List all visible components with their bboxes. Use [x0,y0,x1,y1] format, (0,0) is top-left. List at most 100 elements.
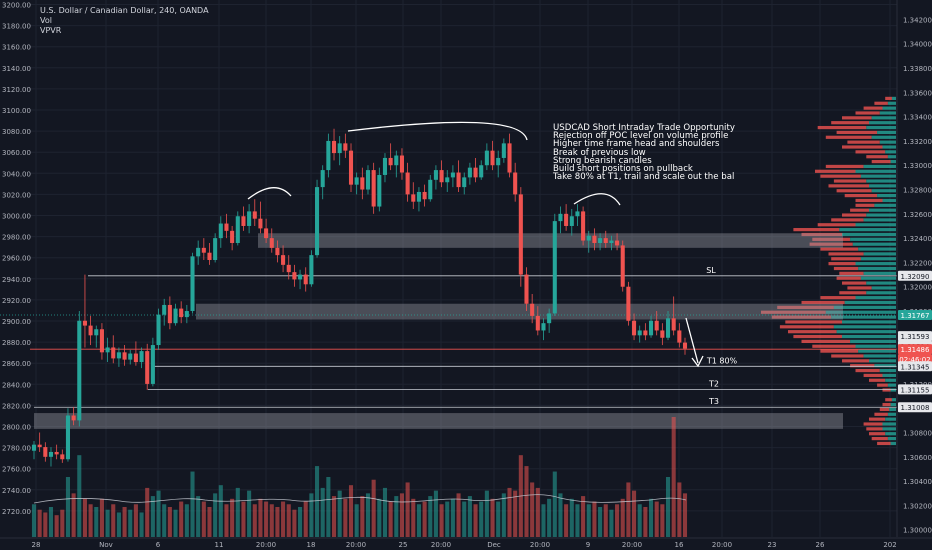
vpvr-buy-bar [831,315,896,319]
vpvr-sell-bar [855,150,886,154]
vpvr-sell-bar [828,262,856,266]
note-line: Higher time frame head and shoulders [553,139,720,150]
level-label: T1 80% [706,356,738,365]
left-shoulder-arc [247,187,292,200]
right-axis-tick-label: 1.34000 [903,41,932,49]
chart-legend: U.S. Dollar / Canadian Dollar, 240, OAND… [40,6,209,36]
volume-bar [416,504,421,537]
vpvr-buy-bar [866,125,896,130]
volume-bar [665,477,671,537]
vpvr-sell-bar [863,106,883,110]
volume-bar [71,493,76,537]
vpvr-sell-bar [825,135,872,139]
candle-body [558,213,563,222]
volume-bar [462,501,467,537]
vpvr-sell-bar [842,213,867,217]
vpvr-buy-bar [890,441,896,446]
candle-body [394,155,399,166]
vpvr-indicator-label[interactable]: VPVR [40,26,62,35]
vpvr-sell-bar [801,339,851,343]
candle-body [281,255,286,265]
volume-bar [615,504,620,537]
volume-bar [218,485,223,537]
x-axis-tick-label: 25 [399,541,408,549]
candle-body [473,167,478,178]
vpvr-buy-bar [863,252,896,256]
volume-bar [173,509,178,537]
volume-bar [399,493,404,537]
vpvr-sell-bar [839,291,867,295]
left-axis-tick-label: 2900.00 [2,318,31,326]
vpvr-buy-bar [882,373,896,378]
x-axis-tick-label: 20:00 [256,541,276,549]
candle-body [569,216,574,226]
price-tag-label: 02:46:02 [899,356,930,364]
volume-bar [275,507,280,537]
volume-bar [541,504,546,537]
vpvr-sell-bar [828,252,864,256]
candle-body [541,323,546,331]
vpvr-buy-bar [882,106,896,110]
volume-bar [320,487,325,537]
vpvr-sell-bar [777,305,834,309]
x-axis-tick-label: 20:00 [346,541,366,549]
right-axis-tick-label: 1.32800 [903,187,932,195]
vpvr-buy-bar [855,296,896,300]
volume-bar [37,509,42,537]
price-tags: 1.320901.317671.315931.315141.3148602:46… [898,270,932,413]
candle-body [156,314,161,346]
volume-bar [201,501,206,537]
volume-bar [484,490,489,537]
left-axis-tick-label: 3180.00 [2,23,31,31]
vpvr-buy-bar [869,359,896,363]
vpvr-buy-bar [863,164,896,169]
x-axis-tick-label: 23 [768,541,777,549]
vpvr-buy-bar [887,101,896,105]
right-axis-tick-label: 1.34200 [903,16,932,24]
trade-note: USDCAD Short Intraday Trade Opportunity … [553,124,735,182]
volume-bar [496,501,501,537]
price-zone [34,413,843,429]
candle-body [241,216,246,226]
volume-bar [264,501,269,537]
candle-body [581,211,586,241]
candle-body [116,352,121,359]
candle-body [54,451,59,455]
price-tag-box [898,384,932,395]
vpvr-buy-bar [874,203,896,207]
price-tag-label: 1.31767 [901,312,930,320]
left-axis-tick-label: 3160.00 [2,44,31,52]
volume-bar [303,501,308,537]
vpvr-sell-bar [847,140,880,144]
volume-bar [60,509,65,537]
candle-body [196,247,201,257]
volume-bar [224,504,229,537]
x-axis-tick-label: 20:00 [530,541,550,549]
candle-body [654,320,659,331]
vpvr-sell-bar [831,218,864,222]
candle-body [207,252,212,260]
candle-body [490,150,495,166]
vpvr-buy-bar [871,135,896,139]
price-tag-box [898,361,932,372]
vpvr-buy-bar [874,364,896,368]
candle-body [456,172,461,188]
vpvr-sell-bar [809,242,853,246]
volume-bar [348,485,354,537]
volume-bar [213,493,218,537]
supply-demand-zones [34,233,843,429]
vpvr-buy-bar [866,281,896,285]
candle-body [371,170,376,207]
candle-body [60,454,65,460]
volume-bar [456,493,461,537]
candle-body [365,170,371,190]
note-line: Break of previous low [553,147,646,158]
volume-indicator-label[interactable]: Vol [40,16,52,25]
price-tag-label: 1.31345 [901,363,930,371]
volume-bar [632,490,637,537]
vpvr-buy-bar [833,325,896,329]
vpvr-buy-bar [842,232,896,237]
arrow-head [691,355,704,368]
